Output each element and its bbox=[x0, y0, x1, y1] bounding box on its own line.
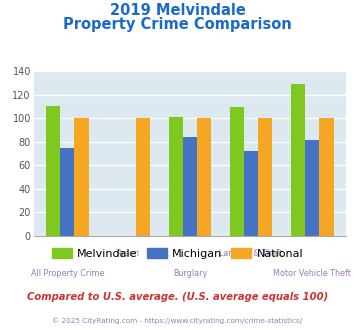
Legend: Melvindale, Michigan, National: Melvindale, Michigan, National bbox=[47, 244, 308, 263]
Text: All Property Crime: All Property Crime bbox=[31, 269, 104, 278]
Text: 2019 Melvindale: 2019 Melvindale bbox=[110, 3, 245, 18]
Bar bbox=[169, 117, 183, 236]
Text: Burglary: Burglary bbox=[173, 269, 207, 278]
Bar bbox=[230, 108, 244, 236]
Bar bbox=[244, 151, 258, 236]
Bar bbox=[197, 118, 211, 236]
Bar bbox=[305, 141, 320, 236]
Bar bbox=[60, 148, 75, 236]
Text: © 2025 CityRating.com - https://www.cityrating.com/crime-statistics/: © 2025 CityRating.com - https://www.city… bbox=[53, 317, 302, 324]
Text: Arson: Arson bbox=[117, 249, 140, 258]
Bar bbox=[291, 84, 305, 236]
Bar bbox=[136, 118, 150, 236]
Text: Motor Vehicle Theft: Motor Vehicle Theft bbox=[273, 269, 351, 278]
Bar bbox=[75, 118, 88, 236]
Text: Larceny & Theft: Larceny & Theft bbox=[219, 249, 283, 258]
Bar bbox=[320, 118, 334, 236]
Bar bbox=[258, 118, 272, 236]
Text: Compared to U.S. average. (U.S. average equals 100): Compared to U.S. average. (U.S. average … bbox=[27, 292, 328, 302]
Bar bbox=[183, 137, 197, 236]
Bar bbox=[46, 106, 60, 236]
Text: Property Crime Comparison: Property Crime Comparison bbox=[63, 17, 292, 32]
